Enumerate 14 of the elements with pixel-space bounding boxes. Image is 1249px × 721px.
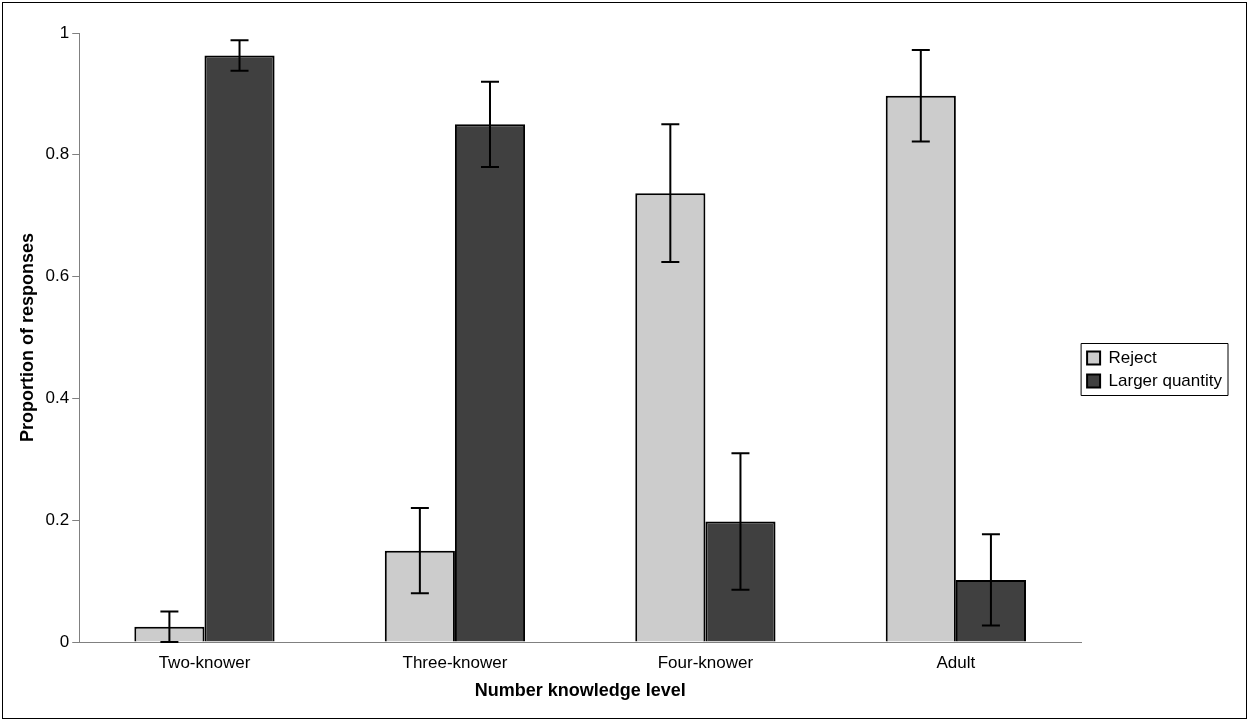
x-tick-label: Three-knower bbox=[402, 652, 508, 672]
x-axis-title: Number knowledge level bbox=[474, 680, 686, 701]
x-tick-label: Four-knower bbox=[657, 652, 754, 672]
y-tick-label: 0.8 bbox=[45, 144, 70, 164]
y-tick-label: 0.6 bbox=[45, 266, 70, 286]
y-axis-title: Proportion of responses bbox=[16, 232, 37, 443]
y-tick-label: 0.4 bbox=[45, 388, 70, 408]
legend-label: Reject bbox=[1108, 347, 1158, 367]
x-tick-label: Adult bbox=[936, 652, 976, 672]
y-tick-label: 1 bbox=[59, 22, 70, 42]
y-tick-label: 0 bbox=[59, 631, 70, 651]
legend-label: Larger quantity bbox=[1108, 370, 1223, 390]
y-tick-label: 0.2 bbox=[45, 509, 70, 529]
x-tick-label: Two-knower bbox=[158, 652, 251, 672]
